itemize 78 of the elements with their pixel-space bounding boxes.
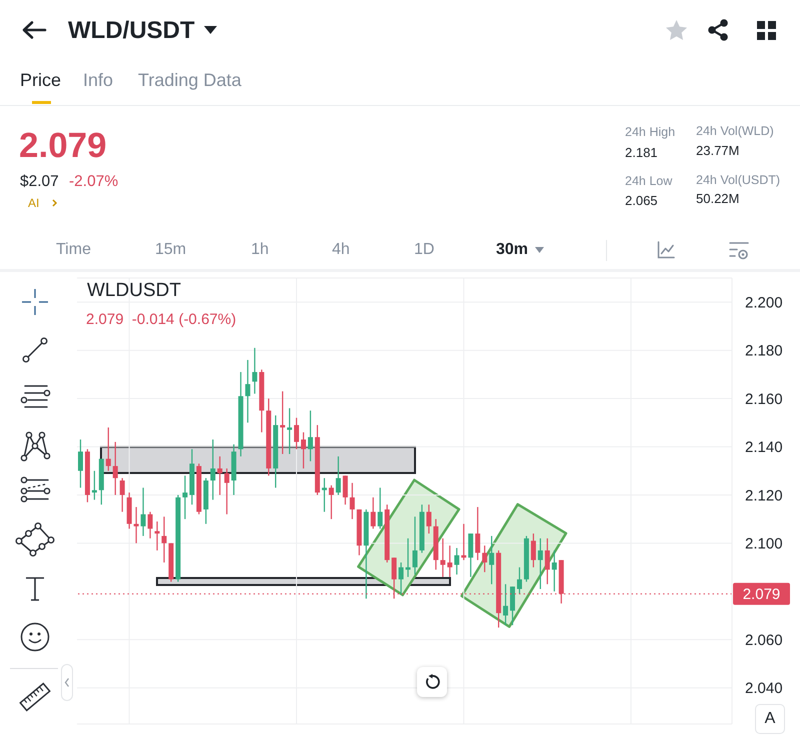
text: $2.07	[20, 173, 59, 191]
candlestick	[217, 456, 222, 496]
text: 2.181	[625, 144, 658, 160]
y-tick-label: 2.140	[745, 439, 783, 456]
text: Price	[20, 70, 62, 90]
chart-title: WLDUSDT	[87, 280, 181, 302]
candlestick	[252, 347, 258, 394]
candlestick	[106, 426, 111, 472]
text: 2.079 -0.014 (-0.67%)	[86, 311, 236, 329]
candlestick	[328, 484, 334, 520]
y-tick-label: 2.040	[745, 680, 783, 698]
candlestick	[308, 410, 313, 462]
candlestick	[454, 547, 460, 576]
y-tick-label: 2.200	[745, 294, 783, 312]
text: 24h Vol(USDT)	[696, 173, 780, 187]
candlestick	[300, 432, 306, 470]
candlestick	[336, 456, 341, 496]
candlestick	[294, 417, 300, 450]
candlestick	[426, 504, 432, 534]
y-tick-label: 2.100	[745, 536, 783, 553]
text: WLD/USDT	[68, 17, 195, 45]
candlestick	[342, 475, 348, 506]
text: 24h Low	[625, 174, 672, 188]
candlestick	[350, 482, 355, 520]
text: 1D	[414, 241, 434, 259]
text: 50.22M	[696, 190, 740, 206]
text: 24h Vol(WLD)	[696, 124, 774, 138]
candlestick	[461, 523, 466, 561]
text: AI	[28, 196, 40, 210]
candlestick	[280, 390, 286, 455]
candlestick	[475, 506, 480, 561]
candlestick	[224, 468, 230, 515]
text: Trading Data	[138, 70, 242, 90]
candlestick	[482, 545, 488, 573]
text: 24h High	[625, 125, 676, 139]
candlestick	[370, 496, 376, 530]
text: 4h	[332, 241, 350, 259]
candlestick	[516, 566, 522, 594]
y-tick-label: 2.160	[745, 390, 783, 408]
candlestick	[489, 535, 494, 585]
ref-line-label: 2.079	[742, 586, 780, 604]
candlestick	[447, 545, 452, 578]
text: 30m	[496, 241, 528, 259]
candlestick	[398, 562, 404, 594]
text: 23.77M	[696, 142, 740, 158]
text: Time	[56, 241, 91, 259]
candlestick	[78, 438, 83, 488]
text: Info	[83, 70, 114, 90]
text: -2.07%	[69, 173, 118, 191]
y-tick-label: 2.060	[745, 632, 783, 649]
candlestick	[112, 441, 118, 496]
candlestick	[134, 506, 139, 544]
candlestick	[182, 475, 188, 520]
auto-scale-button: A	[755, 704, 785, 734]
candlestick	[245, 359, 250, 424]
candlestick	[210, 438, 216, 500]
candlestick	[287, 408, 292, 455]
candlestick	[503, 584, 508, 626]
candlestick	[322, 477, 327, 512]
text: 2.065	[625, 192, 658, 208]
candlestick	[552, 550, 557, 592]
candlestick	[162, 516, 167, 564]
candlestick	[544, 538, 550, 585]
y-tick-label: 2.120	[745, 487, 783, 504]
text: 1h	[251, 241, 269, 259]
candlestick	[378, 487, 383, 530]
candlestick	[140, 487, 146, 537]
candlestick	[154, 520, 160, 552]
candlestick	[148, 511, 153, 539]
y-tick-label: 2.180	[745, 342, 783, 360]
text: 15m	[155, 241, 186, 259]
candlestick	[92, 470, 97, 500]
text: 2.079	[19, 126, 107, 166]
candlestick	[530, 532, 536, 568]
candlestick	[440, 538, 446, 578]
candlestick	[538, 538, 543, 590]
candlestick	[120, 477, 125, 512]
candlestick	[412, 516, 418, 576]
